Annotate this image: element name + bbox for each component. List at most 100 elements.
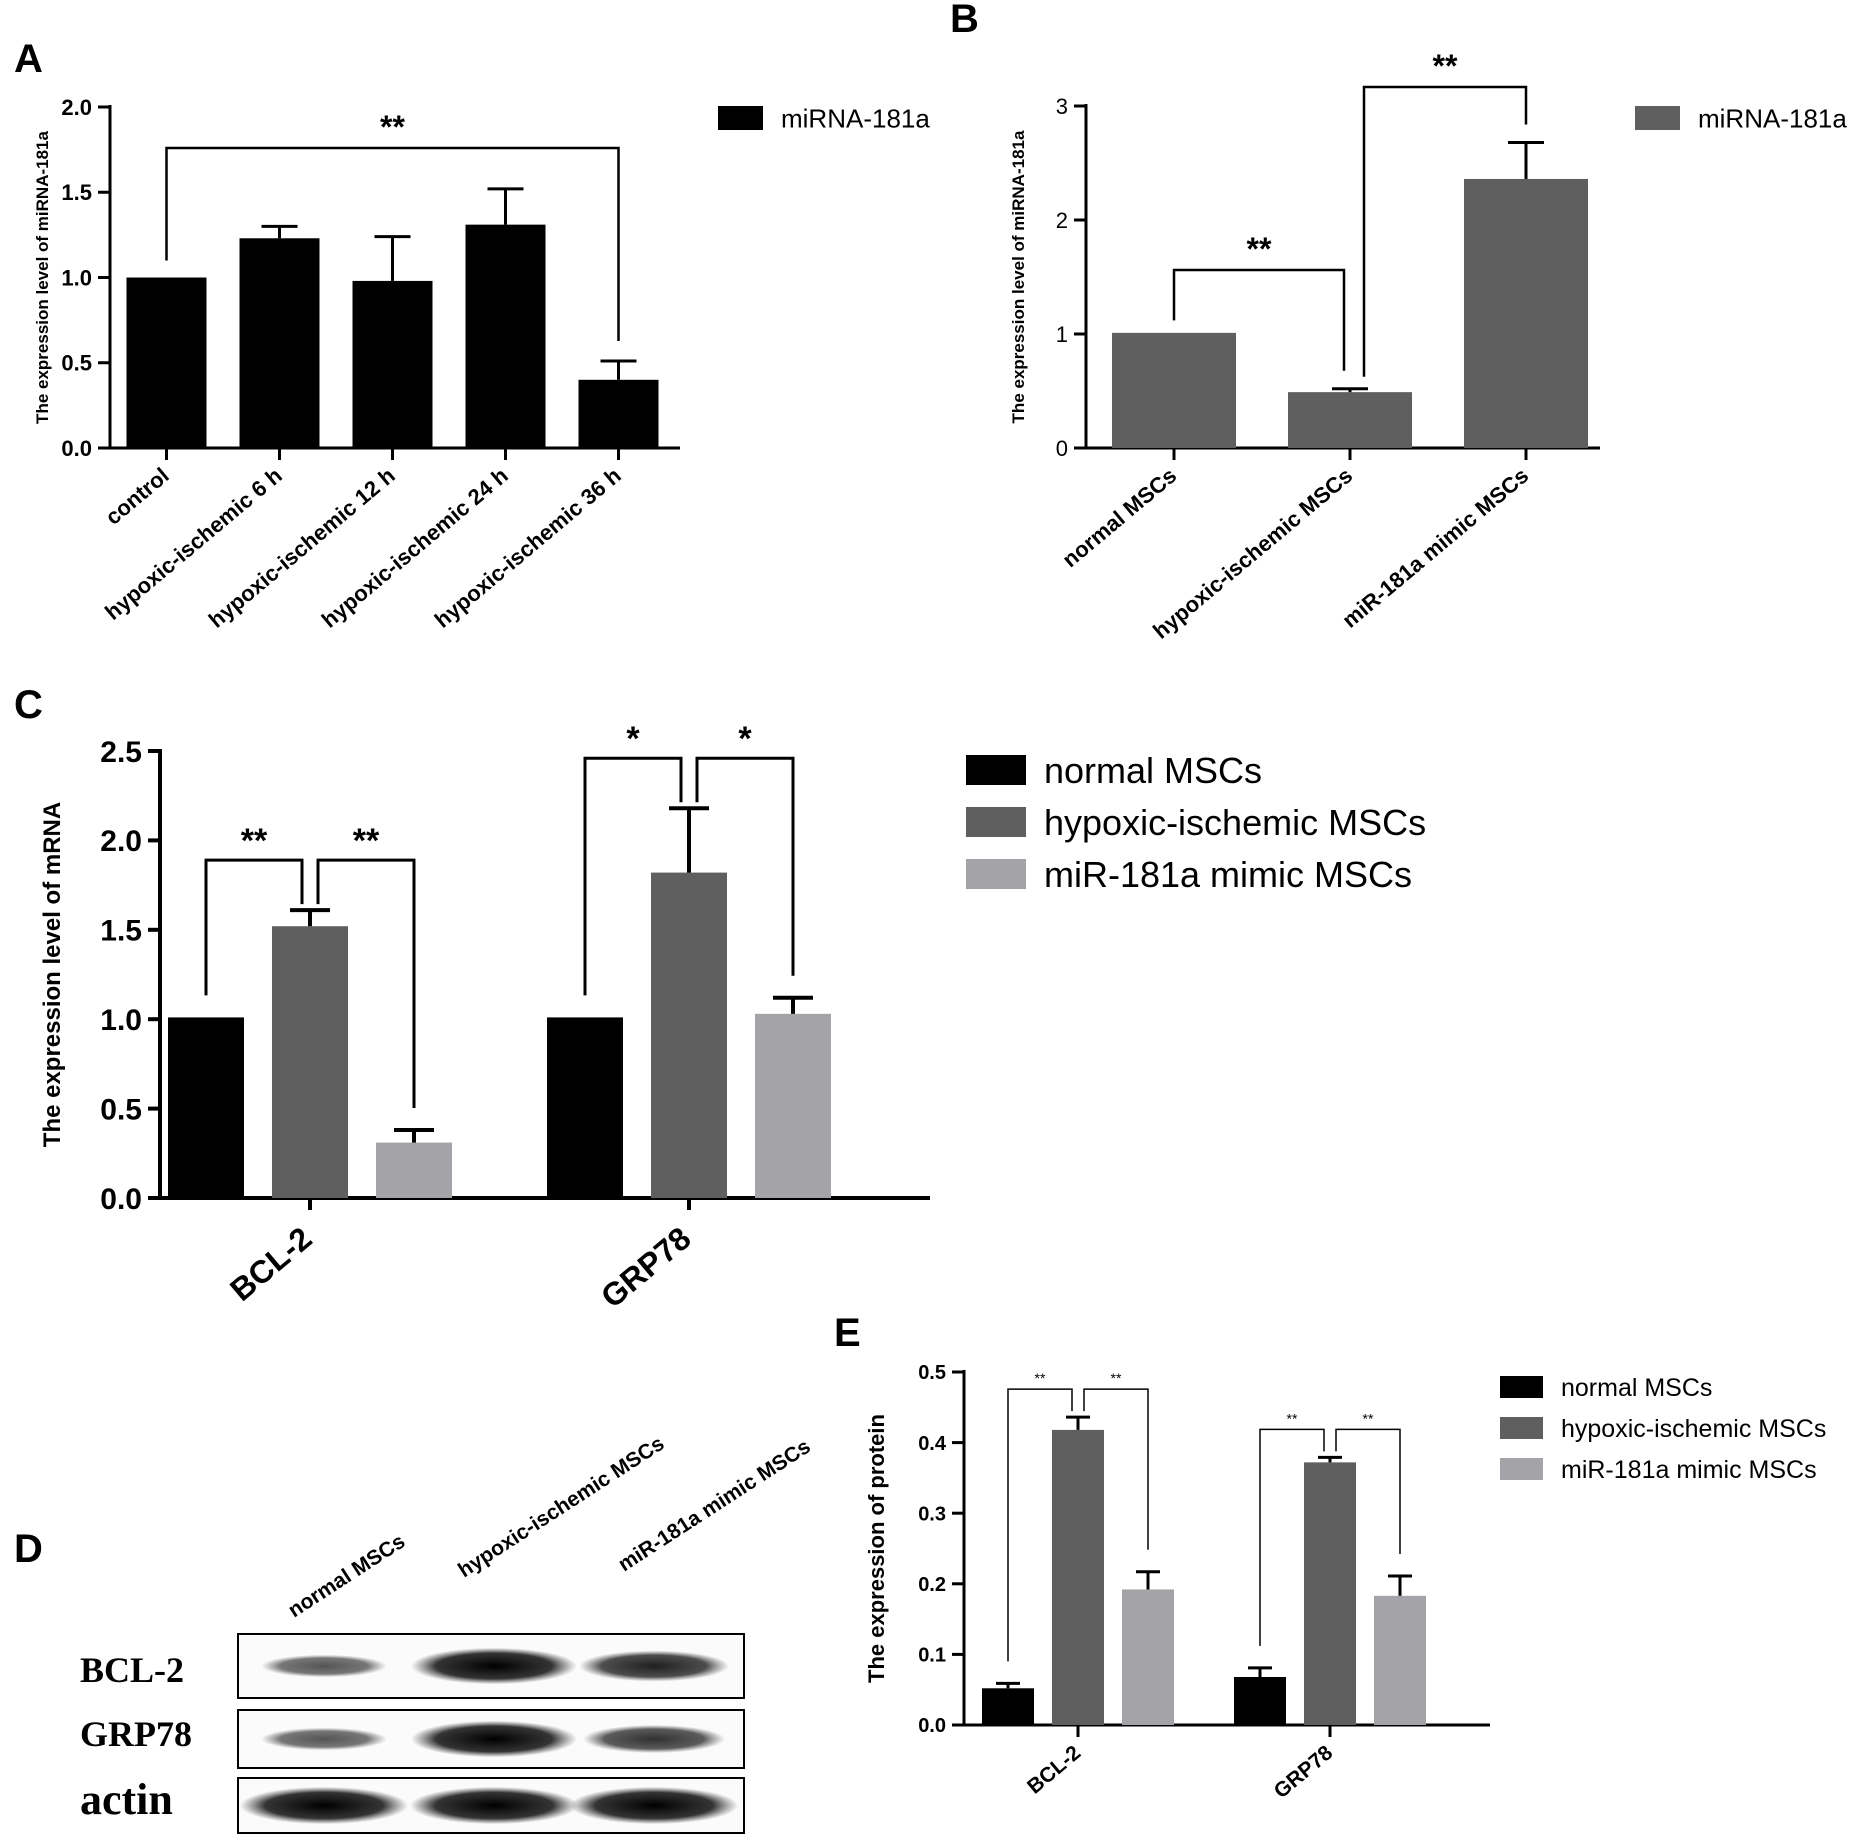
chart-panel-e: 0.0 0.1 0.2 0.3 0.4 0.5 The expression of prot… [864, 1362, 1826, 1803]
blot-band [411, 1720, 577, 1758]
legend-swatch [1635, 106, 1680, 130]
bracket-line [165, 146, 620, 342]
legend: normal MSCs hypoxic-ischemic MSCs miR-181a… [1500, 1374, 1826, 1484]
y-axis-title: The expression level of miRNA-181a [33, 131, 52, 424]
bracket-line [316, 858, 416, 1109]
significance-bracket: ** [1172, 231, 1346, 371]
legend-swatch [966, 859, 1026, 889]
significance-bracket: * [695, 720, 795, 976]
bracket-line [1172, 268, 1346, 371]
x-tick-label: BCL-2 [223, 1220, 318, 1308]
y-tick-label: 1.0 [100, 1004, 142, 1037]
bar [168, 1017, 244, 1198]
bracket-line [1007, 1388, 1073, 1662]
x-tick-label: GRP78 [594, 1220, 698, 1315]
panel-letter-c: C [14, 683, 43, 727]
blot-band [239, 1786, 409, 1825]
bar [547, 1017, 623, 1198]
panel-letter-d: D [14, 1527, 43, 1571]
bar [376, 1142, 452, 1198]
significance-label: ** [353, 822, 380, 860]
y-tick-label: 0.3 [918, 1503, 946, 1525]
x-tick-label: hypoxic-ischemic 24 h [317, 463, 513, 633]
legend-label: miR-181a mimic MSCs [1044, 854, 1412, 895]
x-tick-label: hypoxic-ischemic 36 h [430, 463, 626, 633]
legend-swatch [966, 807, 1026, 837]
significance-bracket: ** [1083, 1370, 1149, 1550]
y-tick-label: 0 [1056, 436, 1068, 461]
chart-panel-b: 0 1 2 3 The expression level of miRNA-181a no… [1009, 48, 1847, 644]
bar [651, 872, 727, 1198]
significance-label: * [626, 720, 640, 758]
bar [1122, 1589, 1174, 1725]
significance-label: * [738, 720, 752, 758]
blot-row-label: BCL-2 [80, 1650, 184, 1690]
legend: miRNA-181a [1635, 103, 1847, 133]
x-tick-label: miR-181a mimic MSCs [1337, 463, 1533, 633]
bar [1374, 1595, 1426, 1725]
western-blot: normal MSCs hypoxic-ischemic MSCsmiR-181a… [80, 1432, 815, 1834]
bar [1234, 1676, 1286, 1725]
bracket-line [583, 756, 683, 996]
bar [239, 238, 320, 448]
legend-label: miR-181a mimic MSCs [1561, 1456, 1817, 1484]
bar [352, 280, 433, 448]
legend-swatch [1500, 1417, 1543, 1439]
significance-label: ** [1363, 1410, 1374, 1426]
blot-band [261, 1654, 387, 1678]
bracket-line [1335, 1428, 1401, 1555]
significance-bracket: ** [1259, 1410, 1325, 1646]
bar [1304, 1462, 1356, 1725]
significance-label: ** [1287, 1410, 1298, 1426]
legend-label: normal MSCs [1044, 750, 1262, 791]
y-tick-label: 0.0 [100, 1183, 142, 1216]
y-tick-label: 1 [1056, 322, 1068, 347]
blot-row: BCL-2 [80, 1633, 745, 1699]
y-tick-label: 0.0 [61, 436, 92, 461]
x-tick-label: GRP78 [1270, 1741, 1338, 1803]
bar [126, 277, 207, 448]
bar [578, 379, 659, 448]
significance-bracket: ** [1335, 1410, 1401, 1555]
significance-label: ** [1035, 1370, 1046, 1386]
bar [755, 1013, 831, 1198]
x-tick-label: normal MSCs [1057, 463, 1181, 573]
significance-label: ** [1433, 48, 1458, 84]
blot-band [579, 1650, 729, 1682]
y-tick-label: 0.0 [918, 1715, 946, 1737]
y-axis-title: The expression of protein [864, 1414, 889, 1683]
blot-band [261, 1727, 387, 1751]
bar [1112, 332, 1236, 448]
significance-label: ** [380, 109, 405, 145]
y-axis-title: The expression level of mRNA [39, 802, 66, 1147]
legend: miRNA-181a [718, 103, 930, 133]
legend-label: miRNA-181a [1698, 103, 1847, 133]
y-axis-title: The expression level of miRNA-181a [1009, 130, 1028, 423]
significance-bracket: ** [204, 822, 304, 996]
bar [1464, 178, 1588, 448]
x-tick-label: BCL-2 [1023, 1741, 1085, 1798]
significance-bracket: * [583, 720, 683, 996]
significance-bracket: ** [316, 822, 416, 1109]
significance-label: ** [1247, 231, 1272, 267]
blot-row: GRP78 [80, 1709, 745, 1769]
panel-letter-a: A [14, 37, 43, 81]
y-tick-label: 1.5 [100, 915, 142, 948]
bar [1052, 1429, 1104, 1725]
blot-band [409, 1786, 579, 1825]
bar [465, 224, 546, 448]
legend-label: hypoxic-ischemic MSCs [1561, 1415, 1826, 1443]
legend-swatch [718, 106, 763, 130]
y-tick-label: 0.5 [100, 1093, 142, 1126]
legend-label: hypoxic-ischemic MSCs [1044, 802, 1426, 843]
legend-swatch [1500, 1376, 1543, 1398]
chart-area: 0.0 0.5 1.0 1.5 2.0 The expression level of m… [33, 48, 1847, 1803]
bracket-line [1083, 1388, 1149, 1550]
blot-band [583, 1724, 725, 1754]
y-tick-label: 2.0 [100, 825, 142, 858]
y-tick-label: 2.0 [61, 95, 92, 120]
blot-row-label: GRP78 [80, 1714, 192, 1754]
bracket-line [1259, 1428, 1325, 1646]
lane-label: normal MSCs [284, 1530, 409, 1622]
